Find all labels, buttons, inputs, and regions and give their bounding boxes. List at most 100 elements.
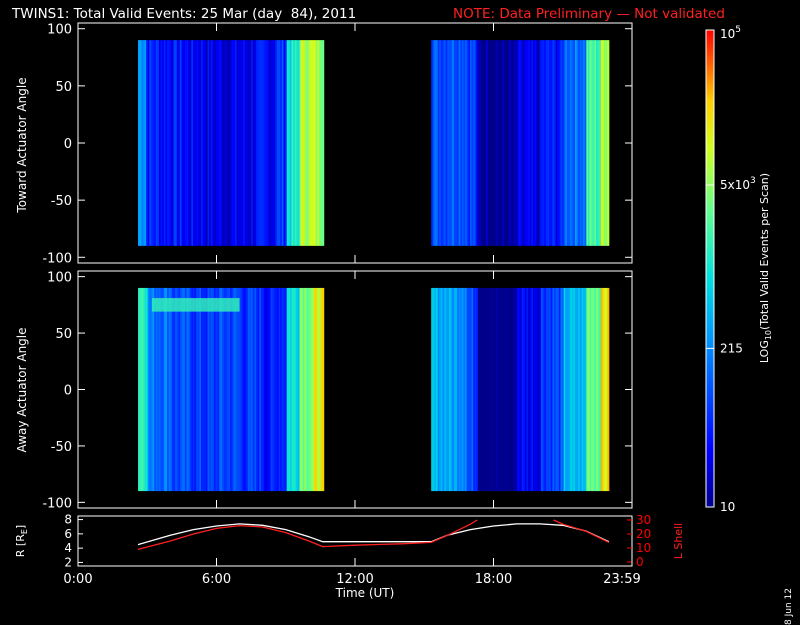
heatmap-column (578, 40, 581, 246)
heatmap-column (212, 40, 215, 246)
heatmap-column (231, 40, 234, 246)
heatmap-column (499, 40, 502, 246)
heatmap-column (463, 287, 466, 492)
heatmap-column (552, 40, 555, 246)
colorbar-tick-label: 215 (720, 341, 743, 355)
heatmap-column (523, 40, 526, 246)
heatmap-column (492, 287, 495, 492)
heatmap-column (320, 40, 323, 246)
heatmap-column (312, 287, 315, 492)
heatmap-column (452, 40, 455, 246)
heatmap-column (272, 287, 275, 492)
heatmap-column (233, 287, 236, 492)
heatmap-column (568, 287, 571, 492)
heatmap-column (317, 40, 320, 246)
heatmap-column (605, 287, 608, 492)
heatmap-column (521, 287, 524, 492)
heatmap-column (315, 40, 318, 246)
heatmap-column (152, 287, 155, 492)
heatmap-column (167, 40, 170, 246)
heatmap-column (188, 287, 191, 492)
heatmap-column (318, 287, 322, 492)
heatmap-column (205, 40, 208, 246)
heatmap-column (196, 287, 199, 492)
colorbar-label: LOG10(Total Valid Events per Scan) (758, 173, 773, 363)
heatmap-column (474, 40, 477, 246)
ephemeris-left-label: R [RE] (14, 525, 29, 557)
heatmap-column (586, 40, 589, 246)
heatmap-column (144, 287, 147, 492)
heatmap-column (581, 287, 584, 492)
heatmap-column (317, 287, 320, 492)
heatmap-column (275, 287, 278, 492)
heatmap-column (170, 287, 173, 492)
heatmap-column (168, 40, 171, 246)
heatmap-column (163, 287, 166, 492)
heatmap-column (149, 287, 152, 492)
heatmap-column (542, 287, 545, 492)
heatmap-column (439, 287, 442, 492)
heatmap-column (162, 40, 165, 246)
heatmap-column (150, 287, 153, 492)
heatmap-column (264, 287, 267, 492)
heatmap-column (581, 40, 584, 246)
heatmap-column (479, 287, 482, 492)
heatmap-column (586, 287, 589, 492)
heatmap-column (473, 40, 476, 246)
heatmap-column (197, 287, 200, 492)
heatmap-column (255, 40, 258, 246)
heatmap-column (587, 40, 590, 246)
heatmap-column (213, 40, 216, 246)
heatmap-column (478, 40, 481, 246)
heatmap-column (299, 40, 302, 246)
heatmap-column (539, 287, 542, 492)
radius-line (137, 523, 610, 546)
heatmap-column (526, 40, 529, 246)
heatmap-column (589, 40, 592, 246)
heatmap-column (239, 40, 242, 246)
toward-heatmap-cells (138, 40, 610, 246)
heatmap-column (484, 40, 487, 246)
heatmap-column (320, 287, 323, 492)
heatmap-column (492, 40, 495, 246)
heatmap-column (141, 40, 144, 246)
heatmap-column (607, 40, 610, 246)
heatmap-column (542, 40, 545, 246)
left-tick-label: 4 (64, 541, 72, 555)
heatmap-column (199, 287, 202, 492)
heatmap-column (539, 40, 542, 246)
heatmap-column (244, 40, 247, 246)
heatmap-column (165, 40, 168, 246)
heatmap-column (154, 287, 157, 492)
heatmap-column (587, 287, 590, 492)
heatmap-column (573, 287, 576, 492)
colorbar-tick-label: 5x103 (720, 176, 756, 192)
heatmap-column (552, 287, 555, 492)
heatmap-column (481, 287, 484, 492)
heatmap-column (289, 287, 292, 492)
heatmap-column (440, 287, 443, 492)
heatmap-column (247, 40, 250, 246)
heatmap-column (249, 40, 252, 246)
heatmap-column (146, 287, 149, 492)
heatmap-column (495, 40, 498, 246)
heatmap-column (304, 40, 307, 246)
heatmap-column (138, 40, 141, 246)
heatmap-column (142, 287, 145, 492)
heatmap-column (291, 287, 294, 492)
heatmap-column (286, 287, 289, 492)
heatmap-column (264, 40, 267, 246)
heatmap-column (218, 40, 221, 246)
heatmap-column (565, 287, 568, 492)
heatmap-column (531, 287, 534, 492)
heatmap-column (566, 40, 569, 246)
heatmap-column (184, 287, 187, 492)
heatmap-column (515, 287, 518, 492)
heatmap-column (223, 287, 226, 492)
x-tick-label: 6:00 (202, 572, 231, 587)
heatmap-column (281, 287, 284, 492)
toward-heatmap-panel: 100 50 0 -50 -100 (42, 22, 633, 266)
heatmap-column (273, 287, 276, 492)
heatmap-column (461, 40, 464, 246)
heatmap-column (260, 287, 263, 492)
